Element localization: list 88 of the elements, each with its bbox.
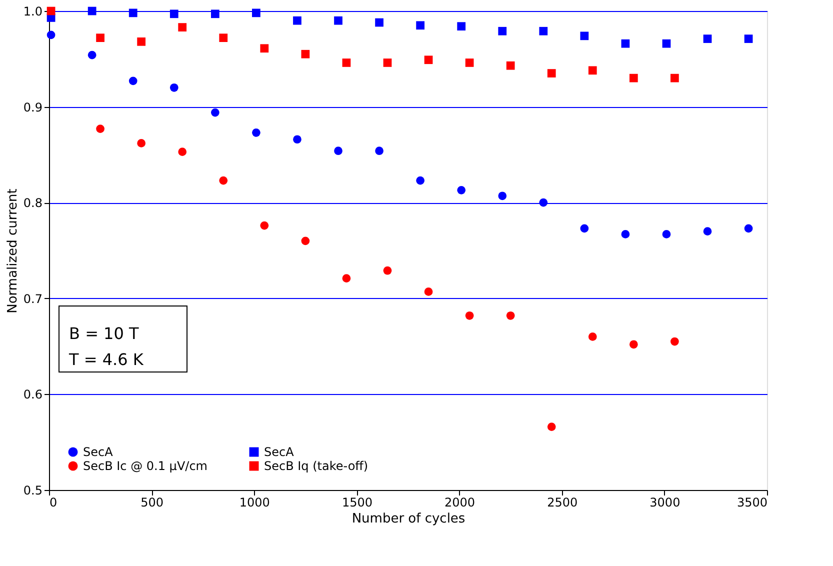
point (424, 56, 433, 64)
point (383, 58, 392, 67)
point (46, 30, 56, 40)
point (621, 39, 630, 48)
x-tick-label: 3000 (650, 496, 680, 510)
point (293, 135, 302, 144)
point (137, 37, 146, 46)
point (260, 221, 269, 230)
y-tick-label: 0.9 (23, 100, 42, 114)
point (506, 311, 515, 320)
point (498, 192, 507, 200)
point (219, 34, 228, 42)
point (424, 288, 433, 296)
point (670, 337, 679, 346)
point (662, 39, 671, 48)
y-tick-label: 0.6 (23, 388, 42, 402)
point (252, 8, 260, 18)
point (301, 50, 310, 58)
point (375, 18, 384, 27)
point (293, 16, 302, 25)
x-tick-label: 500 (140, 496, 164, 510)
point (334, 16, 342, 25)
point (416, 176, 424, 185)
point (252, 128, 260, 137)
point (96, 124, 104, 134)
x-tick-label: 3500 (736, 496, 768, 510)
point (260, 44, 269, 53)
x-tick-label: 1000 (239, 496, 270, 510)
y-tick-label: 0.8 (23, 196, 42, 210)
point (580, 224, 589, 233)
legend-label: SecA (264, 445, 295, 459)
point (457, 186, 466, 194)
point (580, 32, 589, 40)
point (178, 23, 187, 32)
y-axis-title: Normalized current (5, 188, 20, 314)
point (703, 34, 712, 43)
y-tick-label: 0.5 (23, 484, 42, 498)
point (457, 22, 466, 31)
x-axis-title: Number of cycles (352, 512, 466, 526)
point (465, 58, 474, 67)
point (703, 227, 712, 236)
point (588, 332, 597, 341)
point (465, 311, 474, 320)
point (137, 139, 146, 148)
point (334, 146, 342, 156)
point (547, 422, 556, 431)
point (210, 108, 220, 117)
point (547, 69, 556, 78)
annotation: B = 10 T (69, 324, 139, 343)
point (539, 26, 548, 36)
point (88, 6, 96, 16)
x-tick-label: 1500 (342, 496, 372, 510)
x-tick-label: 2000 (444, 496, 476, 510)
point (170, 83, 178, 92)
point (588, 66, 597, 75)
point (416, 21, 424, 30)
point (670, 74, 679, 82)
point (128, 8, 138, 18)
point (301, 236, 310, 246)
y-tick-label: 1.0 (23, 4, 42, 18)
point (498, 26, 507, 36)
point (342, 274, 351, 282)
point (210, 10, 220, 18)
point (662, 230, 671, 238)
x-tick-label: 0 (50, 496, 58, 510)
point (342, 58, 351, 67)
point (744, 34, 753, 43)
point (744, 224, 753, 233)
point (375, 146, 384, 156)
legend-label: SecA (83, 445, 114, 459)
point (46, 6, 56, 16)
legend-label: SecB Iq (take-off) (264, 459, 368, 473)
point (629, 340, 638, 349)
point (383, 266, 392, 275)
point (539, 198, 548, 207)
x-tick-label: 2500 (547, 496, 578, 510)
y-tick-label: 0.7 (23, 292, 42, 306)
point (621, 230, 630, 238)
point (96, 34, 104, 42)
point (170, 10, 178, 18)
point (219, 176, 228, 185)
point (629, 74, 638, 82)
point (128, 76, 138, 86)
point (506, 61, 515, 70)
legend-label: SecB Ic @ 0.1 µV/cm (83, 459, 208, 473)
point (178, 148, 187, 156)
point (88, 50, 96, 60)
annotation: T = 4.6 K (68, 350, 144, 369)
